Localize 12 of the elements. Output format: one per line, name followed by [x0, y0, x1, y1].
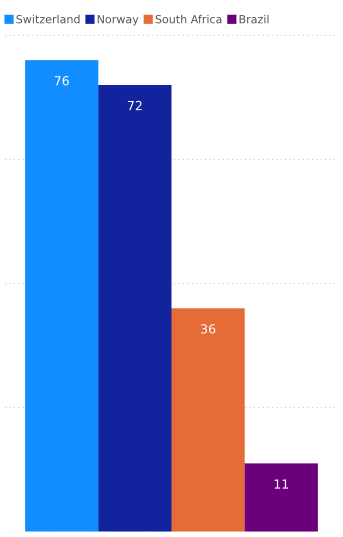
legend-label: Norway	[98, 15, 138, 26]
data-label: 11	[274, 479, 288, 489]
data-label: 36	[201, 324, 216, 334]
bar	[244, 463, 318, 532]
data-label: 76	[54, 76, 69, 86]
bar	[172, 308, 245, 532]
bar	[98, 84, 172, 532]
legend-label: Brazil	[240, 14, 268, 24]
bar	[25, 60, 98, 532]
legend-label: South Africa	[156, 14, 222, 24]
legend-label: Switzerland	[16, 14, 80, 24]
data-label: 72	[128, 100, 142, 110]
